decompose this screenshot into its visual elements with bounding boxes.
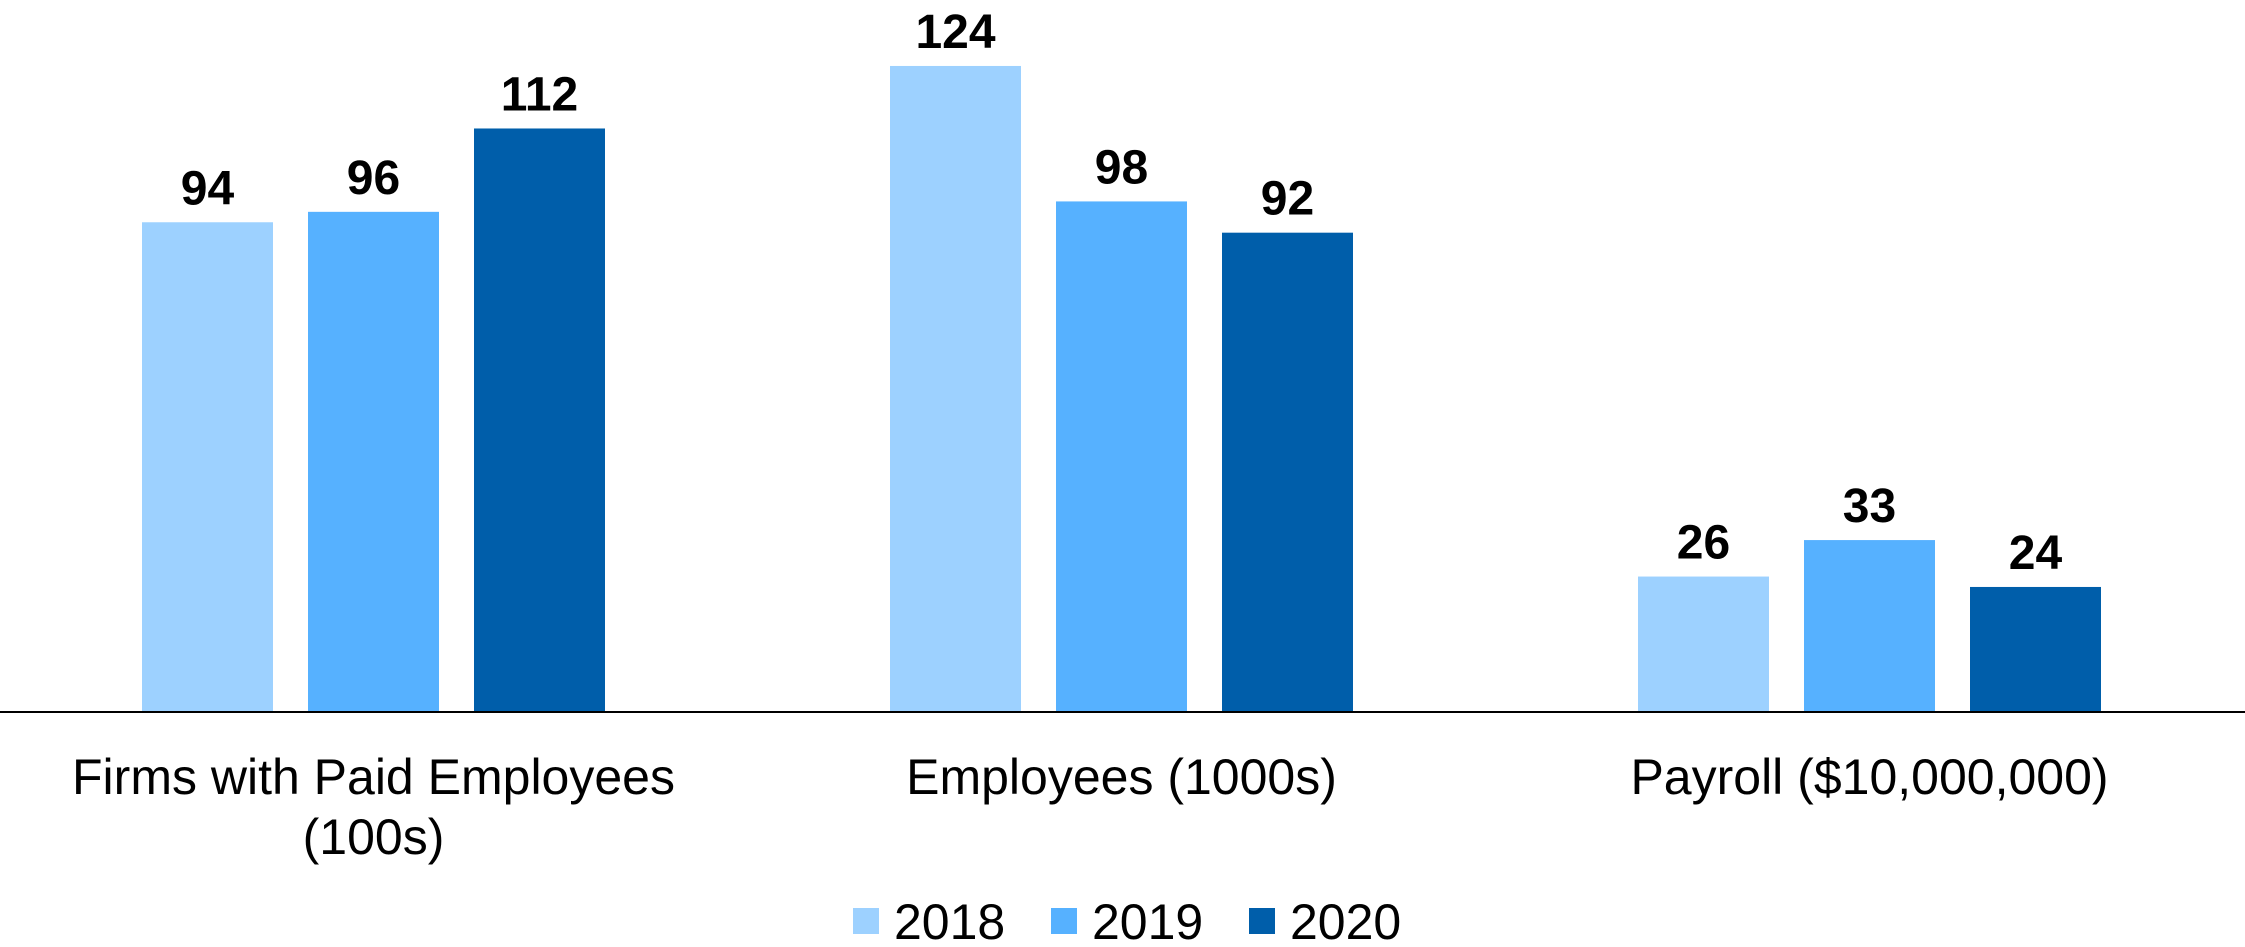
bars-layer xyxy=(142,65,2101,713)
bar-2019-0 xyxy=(308,211,439,712)
value-label-2018-0: 94 xyxy=(181,162,235,215)
value-label-2018-2: 26 xyxy=(1677,517,1730,570)
legend: 2018 2019 2020 xyxy=(853,894,1401,947)
bar-2019-1 xyxy=(1056,201,1187,713)
legend-swatch-2019 xyxy=(1051,908,1077,934)
legend-label-2019: 2019 xyxy=(1092,894,1203,947)
bar-2020-0 xyxy=(474,128,605,713)
legend-swatch-2020 xyxy=(1249,908,1275,934)
value-label-2019-2: 33 xyxy=(1843,480,1896,533)
legend-label-2018: 2018 xyxy=(894,894,1005,947)
legend-label-2020: 2020 xyxy=(1290,894,1401,947)
value-label-2019-1: 98 xyxy=(1095,141,1148,194)
value-label-2019-0: 96 xyxy=(347,152,400,205)
category-labels-layer: Firms with Paid Employees(100s) Employees… xyxy=(72,749,2109,865)
bar-2020-1 xyxy=(1222,232,1353,712)
value-label-2020-1: 92 xyxy=(1261,173,1314,226)
legend-swatch-2018 xyxy=(853,908,879,934)
category-label-2: Payroll ($10,000,000) xyxy=(1630,749,2108,805)
value-label-2020-2: 24 xyxy=(2009,527,2063,580)
bar-2018-2 xyxy=(1638,576,1769,712)
category-label-0-line-1: (100s) xyxy=(303,809,445,865)
value-labels-layer: 94 96 112 124 98 92 26 33 24 xyxy=(181,6,2063,580)
bar-2020-2 xyxy=(1970,586,2101,712)
bar-2018-0 xyxy=(142,222,273,712)
category-label-0-line-0: Firms with Paid Employees xyxy=(72,749,675,805)
value-label-2020-0: 112 xyxy=(501,68,578,121)
category-label-1: Employees (1000s) xyxy=(906,749,1337,805)
value-label-2018-1: 124 xyxy=(915,6,995,59)
bar-2019-2 xyxy=(1804,540,1935,712)
bar-2018-1 xyxy=(890,65,1021,712)
